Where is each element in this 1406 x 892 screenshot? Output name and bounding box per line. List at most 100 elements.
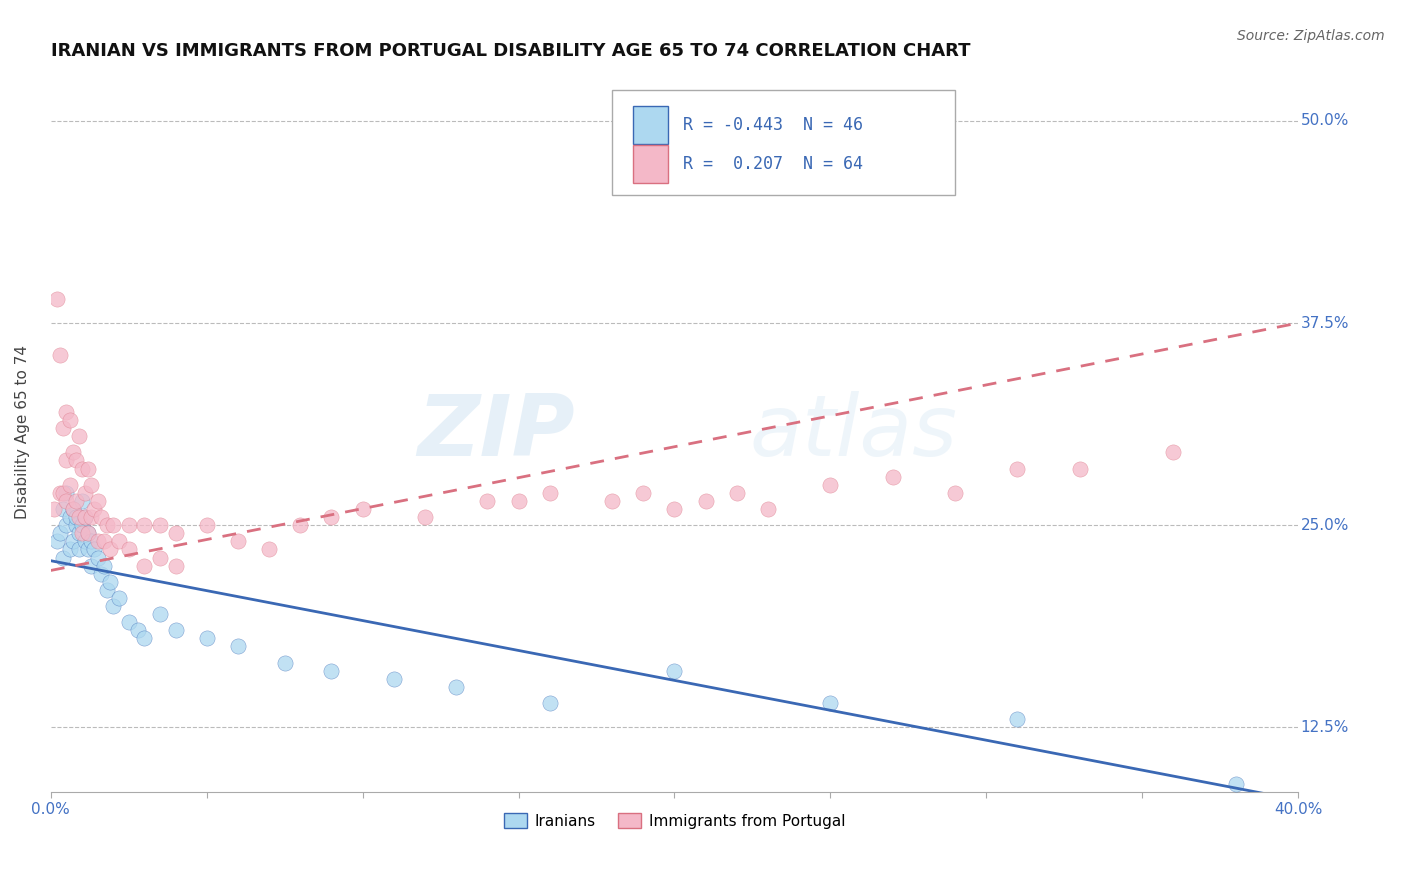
Point (103, 518, 125, 533)
Point (62, 502, 84, 516)
Point (86, 494, 108, 508)
Point (62, 502, 84, 516)
Point (98, 542, 121, 557)
Point (756, 502, 779, 516)
Legend: Iranians, Immigrants from Portugal: Iranians, Immigrants from Portugal (498, 806, 852, 835)
Point (290, 518, 312, 533)
Point (695, 494, 717, 508)
Point (55, 453, 77, 467)
Point (52, 502, 75, 516)
Point (55, 494, 77, 508)
Point (96, 518, 118, 533)
Point (1069, 461, 1091, 475)
Point (98, 574, 121, 589)
Point (165, 558, 187, 573)
Point (820, 696, 842, 710)
Point (118, 615, 141, 630)
Point (600, 494, 623, 508)
Point (75, 510, 97, 524)
Point (67, 526, 90, 541)
Point (52, 421, 75, 435)
Point (1225, 777, 1247, 791)
Point (103, 599, 125, 613)
Text: 50.0%: 50.0% (1301, 113, 1348, 128)
Point (80, 558, 103, 573)
Point (52, 550, 75, 565)
Point (508, 494, 530, 508)
Point (55, 485, 77, 500)
Point (86, 534, 108, 549)
Point (352, 502, 374, 516)
Point (58, 510, 80, 524)
Point (46, 292, 69, 306)
Point (134, 518, 156, 533)
Point (477, 494, 499, 508)
Point (62, 445, 84, 459)
Point (93, 558, 115, 573)
Point (70, 526, 93, 541)
Point (882, 469, 904, 483)
Point (90, 566, 112, 581)
Point (65, 518, 87, 533)
Point (165, 526, 187, 541)
Point (165, 624, 187, 638)
Point (75, 485, 97, 500)
Point (149, 518, 172, 533)
Point (195, 632, 218, 646)
Point (127, 624, 149, 638)
Point (49, 526, 72, 541)
Point (80, 510, 103, 524)
Point (108, 591, 131, 605)
Text: IRANIAN VS IMMIGRANTS FROM PORTUGAL DISABILITY AGE 65 TO 74 CORRELATION CHART: IRANIAN VS IMMIGRANTS FROM PORTUGAL DISA… (51, 42, 970, 60)
Point (52, 485, 75, 500)
Point (86, 550, 108, 565)
Point (444, 680, 467, 694)
Point (633, 485, 655, 500)
Point (49, 348, 72, 362)
Point (226, 534, 249, 549)
Point (80, 534, 103, 549)
Point (42, 502, 65, 516)
Point (96, 582, 118, 597)
FancyBboxPatch shape (633, 145, 668, 183)
Point (257, 542, 280, 557)
Point (118, 518, 141, 533)
Text: R =  0.207  N = 64: R = 0.207 N = 64 (683, 155, 863, 173)
Point (820, 477, 842, 491)
Point (83, 502, 105, 516)
Text: R = -0.443  N = 46: R = -0.443 N = 46 (683, 116, 863, 134)
Point (538, 485, 561, 500)
Point (77, 542, 100, 557)
Point (67, 510, 90, 524)
Point (77, 526, 100, 541)
Point (1007, 712, 1029, 726)
Point (664, 664, 686, 678)
Point (118, 542, 141, 557)
Y-axis label: Disability Age 65 to 74: Disability Age 65 to 74 (15, 345, 30, 519)
Text: 37.5%: 37.5% (1301, 316, 1350, 331)
Point (62, 534, 84, 549)
Text: ZIP: ZIP (418, 391, 575, 474)
Point (77, 461, 100, 475)
FancyBboxPatch shape (633, 106, 668, 144)
Point (58, 477, 80, 491)
Point (195, 518, 218, 533)
Point (93, 534, 115, 549)
Point (90, 510, 112, 524)
Point (70, 518, 93, 533)
Point (55, 518, 77, 533)
Point (1007, 461, 1029, 475)
Point (413, 510, 436, 524)
Text: 25.0%: 25.0% (1301, 517, 1348, 533)
Point (75, 510, 97, 524)
Point (108, 534, 131, 549)
Point (55, 405, 77, 419)
Point (49, 485, 72, 500)
Point (538, 696, 561, 710)
Text: 12.5%: 12.5% (1301, 720, 1348, 735)
Point (134, 558, 156, 573)
Point (70, 494, 93, 508)
Point (58, 542, 80, 557)
Point (664, 502, 686, 516)
Point (943, 485, 966, 500)
